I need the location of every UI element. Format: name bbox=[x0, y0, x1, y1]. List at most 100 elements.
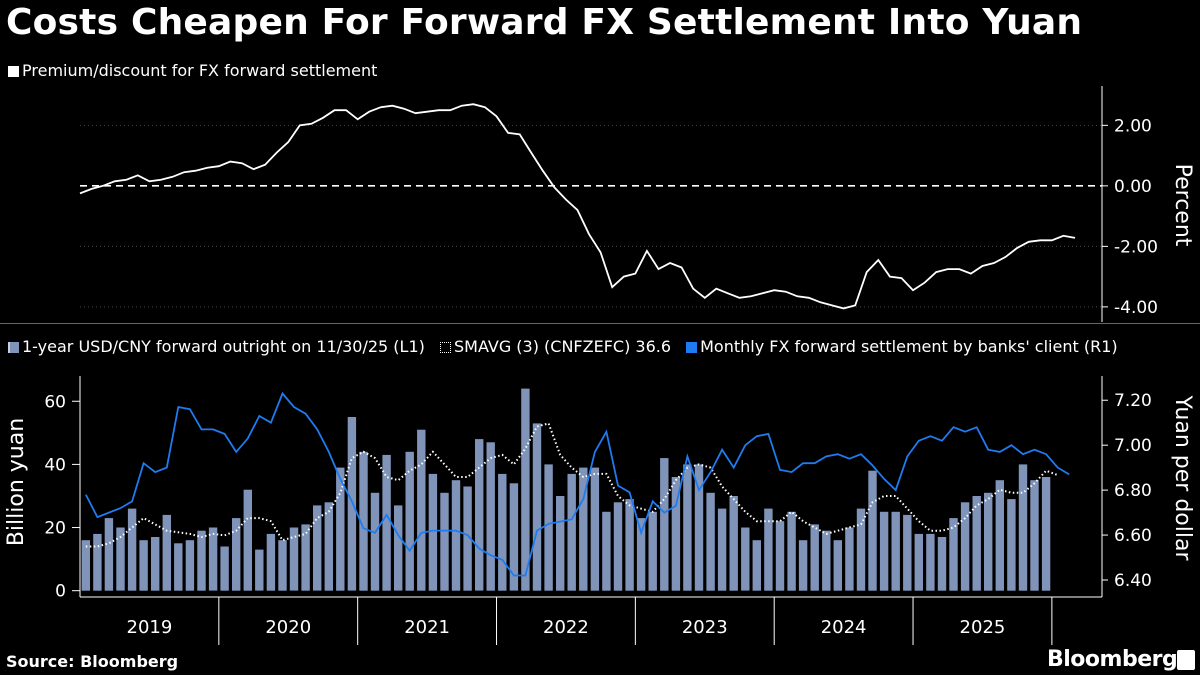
legend-swatch-premium bbox=[8, 66, 19, 77]
bloomberg-badge-icon bbox=[1177, 650, 1195, 670]
settlement-bar bbox=[93, 533, 102, 591]
top-tick-label: 0.00 bbox=[1114, 177, 1152, 197]
right-tick-label: 6.40 bbox=[1114, 571, 1152, 591]
settlement-bar bbox=[579, 467, 588, 591]
top-y-axis-label: Percent bbox=[1170, 164, 1195, 247]
settlement-bar bbox=[232, 518, 241, 591]
legend-label-settlement: Monthly FX forward settlement by banks' … bbox=[700, 337, 1118, 356]
legend-swatch-settlement bbox=[686, 342, 698, 353]
settlement-bar bbox=[405, 451, 414, 591]
settlement-bar bbox=[475, 439, 484, 591]
settlement-bar bbox=[879, 511, 889, 591]
right-tick-label: 7.00 bbox=[1114, 436, 1152, 456]
legend-label-premium: Premium/discount for FX forward settleme… bbox=[22, 61, 378, 80]
top-tick-label: -4.00 bbox=[1114, 298, 1158, 318]
settlement-bar bbox=[1030, 480, 1039, 591]
settlement-bar bbox=[1018, 464, 1028, 591]
settlement-bar bbox=[752, 540, 761, 591]
legend-swatch-forward bbox=[8, 342, 19, 353]
right-tick-label: 6.80 bbox=[1114, 481, 1152, 501]
left-tick-label: 0 bbox=[55, 582, 66, 602]
settlement-bar bbox=[509, 483, 519, 591]
bottom-legend: 1-year USD/CNY forward outright on 11/30… bbox=[8, 337, 1118, 356]
settlement-bar bbox=[741, 527, 750, 591]
legend-swatch-smavg bbox=[439, 342, 451, 353]
settlement-bar bbox=[313, 505, 322, 591]
settlement-bar bbox=[428, 473, 438, 591]
x-tick-label: 2019 bbox=[127, 617, 173, 638]
top-legend: Premium/discount for FX forward settleme… bbox=[8, 61, 377, 80]
settlement-bar bbox=[151, 537, 160, 591]
x-tick-label: 2024 bbox=[821, 617, 867, 638]
settlement-bar bbox=[451, 480, 461, 591]
settlement-bar bbox=[590, 467, 600, 591]
left-tick-label: 40 bbox=[44, 455, 66, 475]
settlement-bar bbox=[810, 524, 819, 591]
settlement-bar bbox=[891, 511, 900, 591]
settlement-bar bbox=[775, 521, 785, 591]
left-tick-label: 20 bbox=[44, 519, 66, 539]
settlement-bar bbox=[937, 537, 947, 591]
settlement-bar bbox=[220, 546, 229, 591]
settlement-bar bbox=[185, 540, 195, 591]
settlement-bar bbox=[914, 533, 923, 591]
settlement-bar bbox=[116, 527, 125, 591]
settlement-bar bbox=[127, 508, 137, 591]
settlement-bar bbox=[995, 480, 1004, 591]
settlement-bar bbox=[498, 473, 507, 591]
top-tick-label: 2.00 bbox=[1114, 116, 1152, 136]
settlement-bar bbox=[255, 549, 264, 591]
settlement-bar bbox=[463, 486, 472, 591]
x-tick-label: 2020 bbox=[265, 617, 311, 638]
right-y-axis-label: Yuan per dollar bbox=[1170, 395, 1195, 562]
settlement-bar bbox=[174, 543, 183, 591]
settlement-bar bbox=[197, 530, 206, 591]
settlement-bar bbox=[567, 473, 576, 591]
settlement-bar bbox=[289, 527, 299, 591]
settlement-bar bbox=[602, 511, 611, 591]
settlement-bar bbox=[903, 514, 912, 591]
settlement-bar bbox=[683, 464, 692, 591]
settlement-bar bbox=[694, 464, 704, 591]
settlement-bar bbox=[972, 496, 981, 591]
settlement-bar bbox=[243, 489, 252, 591]
settlement-bar bbox=[417, 429, 426, 591]
settlement-bar bbox=[868, 470, 877, 591]
settlement-bar bbox=[556, 496, 565, 591]
settlement-bar bbox=[926, 533, 935, 591]
settlement-bar bbox=[960, 502, 970, 591]
settlement-bar bbox=[139, 540, 148, 591]
settlement-bar bbox=[359, 451, 368, 591]
premium-line bbox=[79, 103, 1076, 310]
usdcny-forward-line bbox=[85, 391, 1070, 577]
settlement-bar bbox=[787, 511, 796, 591]
settlement-bar bbox=[104, 518, 114, 591]
settlement-bar bbox=[1041, 477, 1051, 591]
x-tick-label: 2022 bbox=[543, 617, 589, 638]
settlement-bar bbox=[648, 511, 657, 591]
settlement-bar bbox=[394, 505, 403, 591]
settlement-bar bbox=[613, 502, 623, 591]
settlement-bar bbox=[636, 518, 646, 591]
settlement-bar bbox=[764, 508, 773, 591]
settlement-bar bbox=[1007, 499, 1016, 591]
top-tick-label: -2.00 bbox=[1114, 237, 1158, 257]
x-tick-label: 2021 bbox=[404, 617, 450, 638]
source-note: Source: Bloomberg bbox=[6, 652, 179, 671]
settlement-bar bbox=[382, 454, 391, 591]
page-title: Costs Cheapen For Forward FX Settlement … bbox=[6, 2, 1083, 43]
settlement-bar bbox=[717, 508, 727, 591]
settlement-bar bbox=[544, 464, 553, 591]
settlement-bar bbox=[336, 467, 345, 591]
settlement-bar bbox=[521, 388, 530, 591]
settlement-bar bbox=[729, 496, 738, 591]
settlement-bar bbox=[81, 540, 90, 591]
settlement-bar bbox=[798, 540, 808, 591]
settlement-bar bbox=[706, 492, 715, 591]
settlement-bar bbox=[822, 530, 831, 591]
settlement-bar bbox=[440, 492, 449, 591]
settlement-bar bbox=[949, 518, 958, 591]
legend-label-smavg: SMAVG (3) (CNFZEFC) 36.6 bbox=[453, 337, 672, 356]
settlement-bar bbox=[208, 527, 218, 591]
